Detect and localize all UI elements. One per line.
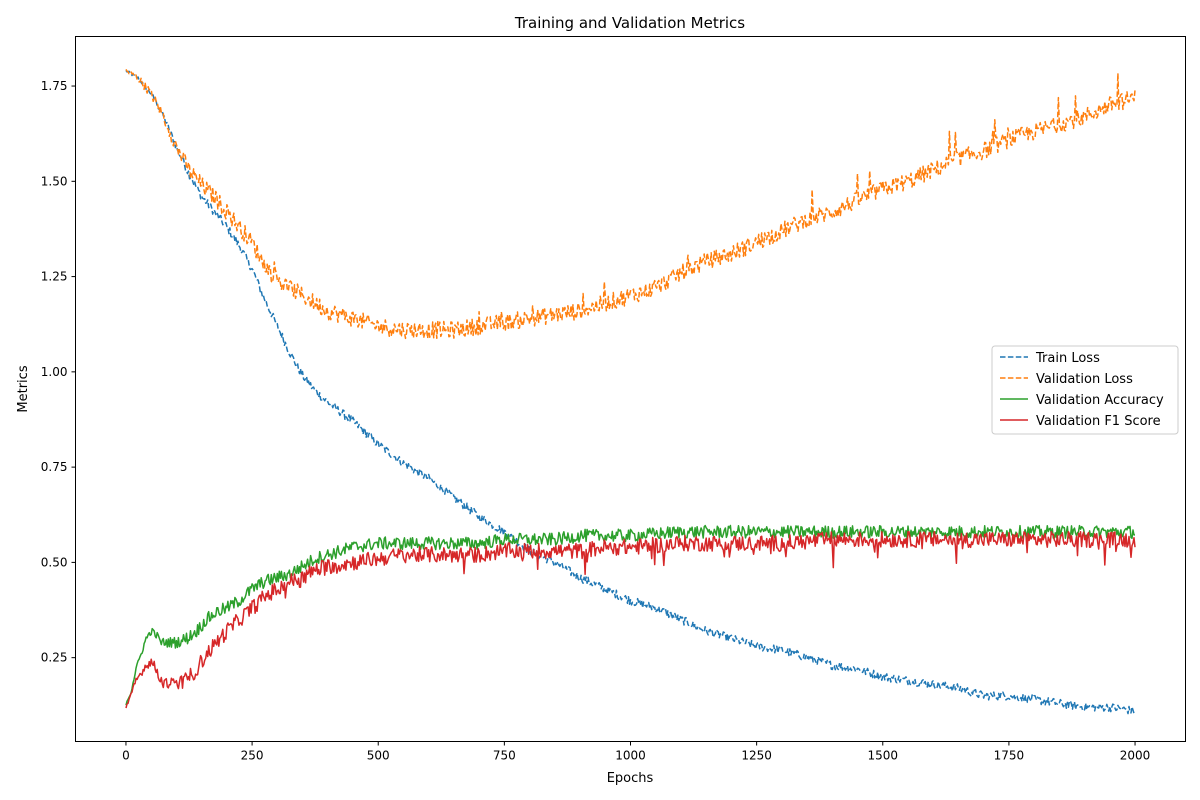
y-axis-label: Metrics	[16, 365, 31, 412]
x-tick-label: 1500	[867, 749, 898, 763]
y-tick-label: 1.75	[41, 79, 68, 93]
x-tick-label: 0	[122, 749, 130, 763]
plot-area	[125, 69, 1136, 715]
x-tick-label: 2000	[1120, 749, 1151, 763]
y-tick-label: 0.75	[41, 460, 68, 474]
x-tick-label: 1750	[994, 749, 1025, 763]
series-line-validation-f1-score	[125, 530, 1136, 709]
chart-title: Training and Validation Metrics	[514, 14, 745, 32]
x-tick-label: 750	[493, 749, 516, 763]
y-tick-label: 0.50	[41, 555, 68, 569]
y-tick-label: 0.25	[41, 651, 68, 665]
series-line-train-loss	[125, 69, 1136, 715]
legend-label: Validation Accuracy	[1036, 393, 1164, 408]
x-tick-label: 1250	[741, 749, 772, 763]
legend-label: Train Loss	[1035, 351, 1100, 366]
y-tick-label: 1.50	[41, 174, 68, 188]
y-tick-label: 1.00	[41, 365, 68, 379]
x-tick-label: 1000	[615, 749, 646, 763]
series-line-validation-accuracy	[125, 524, 1135, 706]
y-axis: 0.25 0.50 0.75 1.00 1.25 1.50 1.75	[41, 79, 76, 665]
legend-label: Validation Loss	[1036, 372, 1133, 387]
legend-label: Validation F1 Score	[1036, 414, 1161, 429]
x-axis: 0 250 500 750 1000 1250 1500 1750 2000	[122, 741, 1151, 763]
x-tick-label: 500	[367, 749, 390, 763]
legend: Train Loss Validation Loss Validation Accu…	[991, 345, 1179, 435]
legend-box	[991, 345, 1179, 435]
x-tick-label: 250	[241, 749, 264, 763]
x-axis-label: Epochs	[607, 771, 654, 786]
series-line-validation-loss	[125, 69, 1136, 340]
y-tick-label: 1.25	[41, 270, 68, 284]
